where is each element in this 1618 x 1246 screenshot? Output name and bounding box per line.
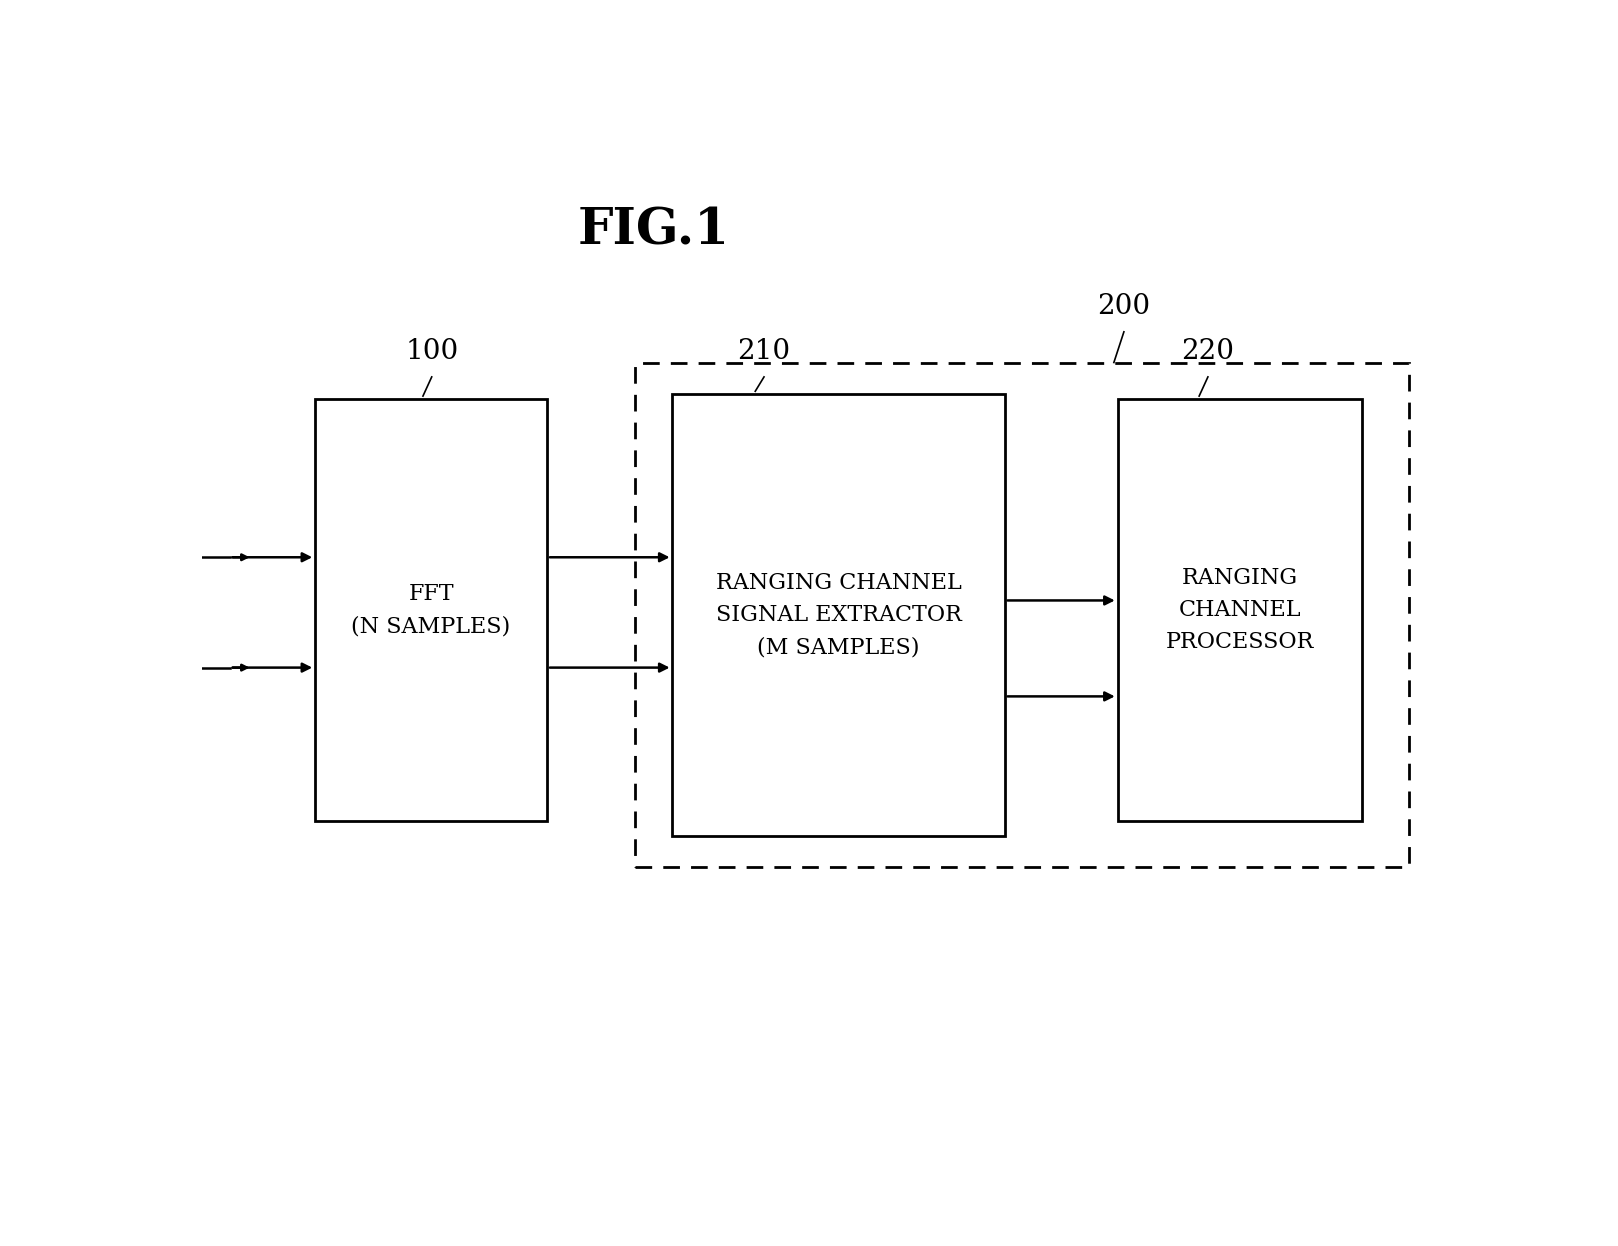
Text: RANGING
CHANNEL
PROCESSOR: RANGING CHANNEL PROCESSOR	[1165, 567, 1314, 653]
Text: 220: 220	[1181, 339, 1235, 365]
Text: 100: 100	[404, 339, 458, 365]
Text: RANGING CHANNEL
SIGNAL EXTRACTOR
(M SAMPLES): RANGING CHANNEL SIGNAL EXTRACTOR (M SAMP…	[715, 572, 961, 658]
Bar	[1118, 399, 1362, 821]
Bar	[634, 364, 1409, 867]
Bar	[673, 394, 1005, 836]
Text: 210: 210	[738, 339, 791, 365]
Text: FFT
(N SAMPLES): FFT (N SAMPLES)	[351, 583, 511, 637]
Text: FIG.1: FIG.1	[578, 207, 730, 255]
Bar	[316, 399, 547, 821]
Text: 200: 200	[1097, 293, 1150, 320]
